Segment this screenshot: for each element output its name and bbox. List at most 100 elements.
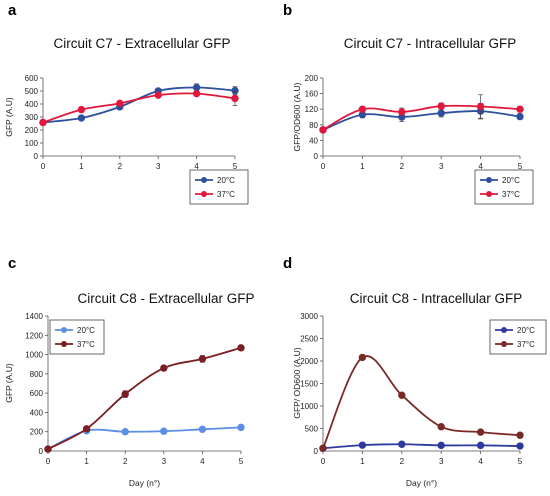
legend-box bbox=[49, 319, 105, 355]
data-point bbox=[121, 390, 129, 398]
y-tick-label: 0 bbox=[39, 447, 44, 456]
y-tick-label: 100 bbox=[25, 139, 39, 148]
legend: 20°C 37°C bbox=[474, 169, 534, 205]
data-point bbox=[437, 441, 445, 450]
legend-swatch-marker bbox=[486, 191, 492, 197]
legend-swatch-marker bbox=[501, 327, 507, 333]
y-tick-label: 1400 bbox=[25, 312, 43, 321]
series-0 bbox=[39, 83, 239, 127]
data-point bbox=[476, 102, 485, 111]
data-point bbox=[476, 441, 485, 450]
y-axis-label: GFP (A.U) bbox=[4, 97, 14, 137]
legend-entry: 20°C bbox=[517, 326, 535, 335]
y-axis-label: GFP/ OD600 (A.U) bbox=[292, 347, 302, 418]
data-point bbox=[237, 344, 245, 352]
x-tick-label: 1 bbox=[84, 457, 89, 466]
legend-box bbox=[189, 169, 249, 205]
chart-panel-d: d Circuit C8 - Intracellular GFP 0 500 1000 1… bbox=[283, 255, 547, 488]
legend-box bbox=[489, 319, 547, 355]
data-point bbox=[398, 440, 406, 448]
x-tick-label: 5 bbox=[518, 162, 523, 171]
y-tick-label: 2000 bbox=[300, 357, 318, 366]
y-tick-label: 200 bbox=[305, 74, 319, 83]
x-tick-label: 0 bbox=[321, 457, 326, 466]
legend: 20°C 37°C bbox=[489, 319, 547, 355]
data-point bbox=[398, 391, 406, 399]
data-point bbox=[39, 118, 47, 127]
data-point bbox=[198, 425, 207, 434]
data-point bbox=[82, 425, 91, 433]
data-point bbox=[121, 428, 129, 436]
data-point bbox=[437, 423, 445, 431]
panel-letter: d bbox=[283, 255, 292, 272]
chart-title: Circuit C8 - Intracellular GFP bbox=[350, 291, 523, 306]
panel-letter: a bbox=[8, 2, 17, 19]
y-tick-label: 500 bbox=[25, 87, 39, 96]
chart-title: Circuit C7 - Extracellular GFP bbox=[53, 36, 230, 51]
data-point bbox=[154, 91, 162, 99]
legend-entry: 37°C bbox=[217, 190, 235, 199]
y-tick-label: 400 bbox=[25, 100, 39, 109]
x-tick-label: 5 bbox=[239, 457, 244, 466]
y-tick-label: 500 bbox=[305, 425, 319, 434]
chart-title: Circuit C8 - Extracellular GFP bbox=[77, 291, 254, 306]
y-tick-label: 800 bbox=[30, 370, 44, 379]
data-point bbox=[231, 94, 239, 103]
data-point bbox=[319, 444, 327, 452]
data-point bbox=[198, 355, 207, 363]
series-line bbox=[42, 86, 236, 124]
series-1 bbox=[39, 89, 239, 127]
data-point bbox=[437, 102, 445, 110]
x-axis-label: Day (n°) bbox=[129, 478, 160, 488]
legend-swatch-marker bbox=[501, 341, 507, 347]
series-line bbox=[322, 443, 521, 450]
legend-swatch-marker bbox=[201, 191, 207, 197]
data-point bbox=[116, 99, 124, 108]
legend-swatch-marker bbox=[486, 177, 492, 183]
series-0 bbox=[319, 440, 524, 452]
data-point bbox=[319, 126, 327, 134]
legend-box bbox=[474, 169, 534, 205]
y-tick-label: 120 bbox=[305, 105, 319, 114]
series-line bbox=[47, 346, 242, 450]
data-point bbox=[160, 364, 168, 372]
data-point bbox=[516, 112, 524, 121]
x-tick-label: 2 bbox=[123, 457, 128, 466]
chart-panel-c: c Circuit C8 - Extracellular GFP 0 200 400 60… bbox=[4, 255, 255, 488]
y-tick-label: 400 bbox=[30, 408, 44, 417]
data-point bbox=[237, 423, 245, 432]
x-tick-label: 3 bbox=[156, 162, 161, 171]
y-tick-label: 1000 bbox=[25, 351, 43, 360]
data-point bbox=[77, 114, 86, 122]
y-tick-label: 300 bbox=[25, 113, 39, 122]
chart-panel-a: a Circuit C7 - Extracellular GFP 0 100 200 30… bbox=[4, 2, 249, 205]
x-axis-label: Day (n°) bbox=[406, 478, 437, 488]
series-0 bbox=[44, 423, 245, 453]
x-tick-label: 1 bbox=[360, 162, 365, 171]
x-tick-label: 5 bbox=[518, 457, 523, 466]
y-tick-label: 1000 bbox=[300, 402, 318, 411]
y-tick-label: 600 bbox=[25, 74, 39, 83]
x-tick-label: 2 bbox=[118, 162, 123, 171]
chart-title: Circuit C7 - Intracellular GFP bbox=[344, 36, 517, 51]
series-1 bbox=[319, 353, 524, 452]
x-tick-label: 3 bbox=[162, 457, 167, 466]
legend-swatch-marker bbox=[201, 177, 207, 183]
x-tick-label: 4 bbox=[200, 457, 205, 466]
x-tick-label: 0 bbox=[321, 162, 326, 171]
y-tick-label: 0 bbox=[34, 152, 39, 161]
data-point bbox=[398, 108, 406, 116]
legend: 20°C 37°C bbox=[49, 319, 105, 355]
y-tick-label: 600 bbox=[30, 389, 44, 398]
x-tick-label: 3 bbox=[439, 457, 444, 466]
x-tick-label: 3 bbox=[439, 162, 444, 171]
legend-swatch-marker bbox=[61, 341, 67, 347]
y-axis-label: GFP (A.U) bbox=[4, 363, 14, 403]
legend-entry: 20°C bbox=[217, 176, 235, 185]
y-tick-label: 160 bbox=[305, 90, 319, 99]
legend-entry: 20°C bbox=[77, 326, 95, 335]
x-tick-label: 1 bbox=[79, 162, 84, 171]
y-tick-label: 200 bbox=[25, 126, 39, 135]
x-tick-label: 4 bbox=[478, 457, 483, 466]
